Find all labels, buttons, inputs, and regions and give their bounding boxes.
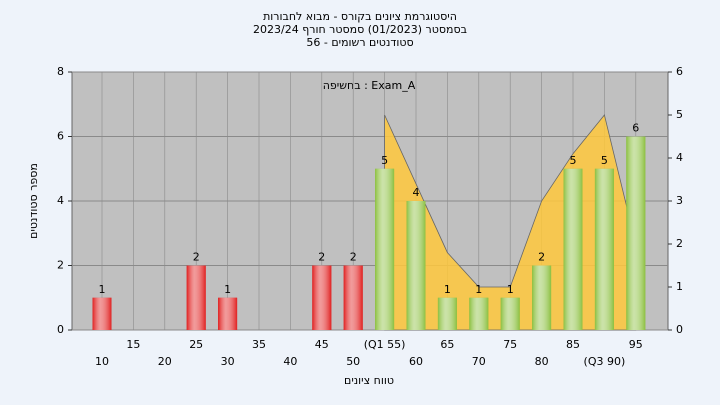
- x-tick-label: 30: [221, 355, 235, 368]
- y2-tick-label: 4: [676, 151, 683, 164]
- x-tick-label: 70: [472, 355, 486, 368]
- bar: [500, 297, 520, 330]
- value-label: 1: [224, 283, 231, 296]
- y2-tick-label: 5: [676, 108, 683, 121]
- y2-tick-label: 2: [676, 237, 683, 250]
- bar: [92, 297, 112, 330]
- x-tick-label: 25: [189, 338, 203, 351]
- bar: [437, 297, 457, 330]
- y2-tick-label: 0: [676, 323, 683, 336]
- value-label: 1: [99, 283, 106, 296]
- bar: [186, 265, 206, 330]
- value-label: 5: [381, 154, 388, 167]
- title-line: היסטוגרמת ציונים בקורס - מבוא לחבורות: [263, 10, 457, 23]
- value-label: 2: [350, 251, 357, 264]
- value-label: 6: [632, 122, 639, 135]
- value-label: 4: [413, 186, 420, 199]
- title-line: סטודנטים רשומים - 56: [306, 36, 413, 49]
- x-tick-label: 35: [252, 338, 266, 351]
- x-tick-label: 95: [629, 338, 643, 351]
- value-label: 1: [444, 283, 451, 296]
- y-tick-label: 4: [57, 194, 64, 207]
- annotation: בחשיפה : Exam_A: [323, 79, 416, 92]
- bar: [532, 265, 552, 330]
- x-tick-label: 40: [283, 355, 297, 368]
- value-label: 5: [601, 154, 608, 167]
- x-tick-label: 75: [503, 338, 517, 351]
- x-tick-label: 65: [440, 338, 454, 351]
- y-tick-label: 8: [57, 65, 64, 78]
- value-label: 2: [193, 251, 200, 264]
- x-tick-label: 15: [126, 338, 140, 351]
- y-tick-label: 6: [57, 130, 64, 143]
- y2-tick-label: 1: [676, 280, 683, 293]
- y2-tick-label: 6: [676, 65, 683, 78]
- x-tick-label: 20: [158, 355, 172, 368]
- y2-tick-label: 3: [676, 194, 683, 207]
- x-tick-label: 85: [566, 338, 580, 351]
- x-tick-label: 45: [315, 338, 329, 351]
- bar: [626, 136, 646, 330]
- bar: [375, 168, 395, 330]
- value-label: 2: [538, 251, 545, 264]
- y-tick-label: 0: [57, 323, 64, 336]
- x-tick-label: 60: [409, 355, 423, 368]
- bar: [406, 201, 426, 330]
- value-label: 2: [318, 251, 325, 264]
- x-tick-label: 80: [535, 355, 549, 368]
- bar: [312, 265, 332, 330]
- bar: [343, 265, 363, 330]
- value-label: 1: [475, 283, 482, 296]
- bar: [594, 168, 614, 330]
- x-axis-label: טווח ציונים: [344, 374, 394, 387]
- bar: [469, 297, 489, 330]
- bar: [218, 297, 238, 330]
- bar: [563, 168, 583, 330]
- y-tick-label: 2: [57, 259, 64, 272]
- title-line: בסמסטר (01/2023) סמסטר חורף 2023/24: [253, 23, 467, 36]
- y-axis-label: מספר סטודנטים: [27, 163, 40, 239]
- value-label: 1: [507, 283, 514, 296]
- x-tick-label: (Q1 55): [364, 338, 406, 351]
- x-tick-label: (Q3 90): [584, 355, 626, 368]
- x-tick-label: 10: [95, 355, 109, 368]
- x-tick-label: 50: [346, 355, 360, 368]
- value-label: 5: [570, 154, 577, 167]
